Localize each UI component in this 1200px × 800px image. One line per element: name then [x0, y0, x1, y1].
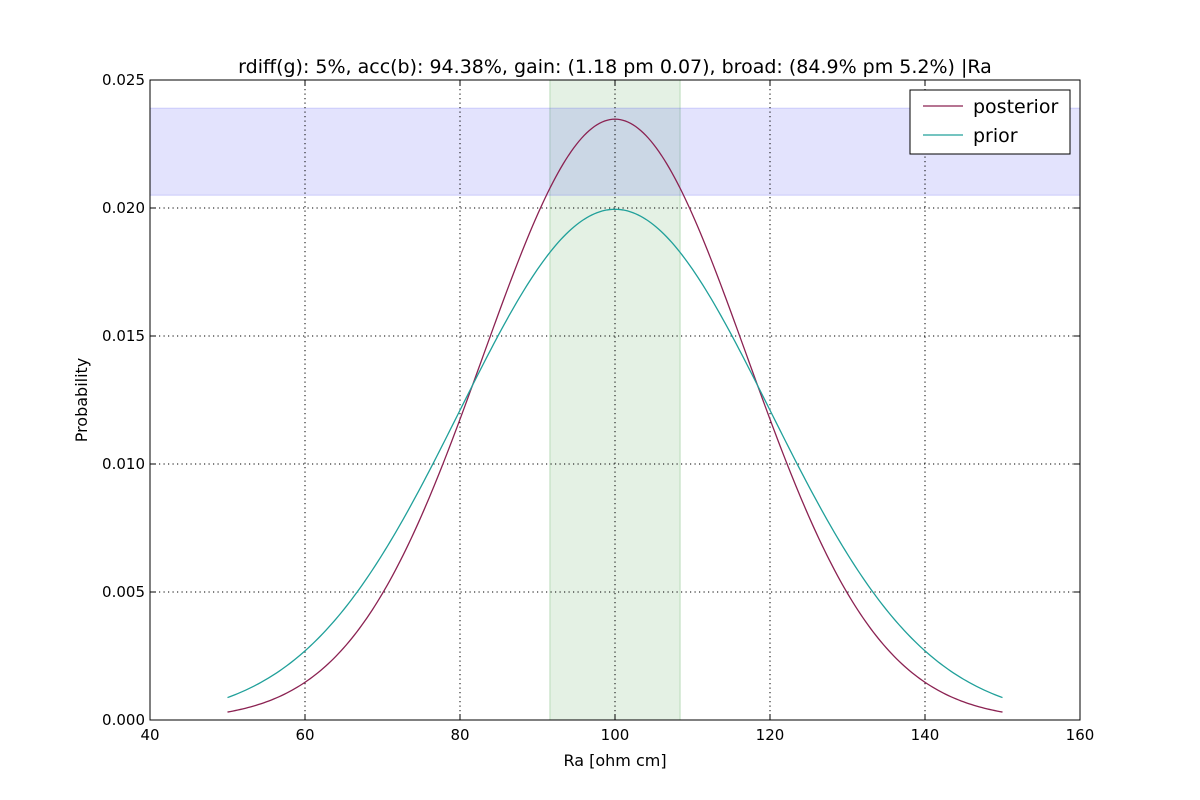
axis-ticks	[149, 79, 1081, 721]
x-tick-label: 160	[1066, 726, 1095, 744]
x-tick-label: 60	[295, 726, 314, 744]
x-tick-label: 120	[756, 726, 785, 744]
legend-label-posterior: posterior	[973, 96, 1058, 118]
x-tick-label: 80	[450, 726, 469, 744]
grid-lines	[150, 80, 1080, 720]
y-tick-label: 0.010	[102, 455, 145, 473]
legend-label-prior: prior	[973, 125, 1018, 147]
x-tick-label: 100	[601, 726, 630, 744]
legend-box	[909, 89, 1071, 155]
x-axis-label: Ra [ohm cm]	[563, 751, 666, 770]
x-tick-labels: 40 60 80 100 120 140 160	[140, 726, 1094, 744]
x-tick-label: 40	[140, 726, 159, 744]
y-axis-label: Probability	[72, 358, 91, 443]
y-tick-label: 0.000	[102, 711, 145, 729]
y-tick-label: 0.005	[102, 583, 145, 601]
x-tick-label: 140	[911, 726, 940, 744]
y-tick-label: 0.025	[102, 71, 145, 89]
series-curves	[227, 118, 1003, 713]
series-line-prior	[227, 208, 1003, 699]
chart-title: rdiff(g): 5%, acc(b): 94.38%, gain: (1.1…	[238, 56, 992, 78]
y-tick-labels: 0.000 0.005 0.010 0.015 0.020 0.025	[102, 71, 145, 729]
y-tick-label: 0.020	[102, 199, 145, 217]
series-line-posterior	[227, 118, 1003, 713]
y-tick-label: 0.015	[102, 327, 145, 345]
legend: posterior prior	[909, 89, 1071, 155]
